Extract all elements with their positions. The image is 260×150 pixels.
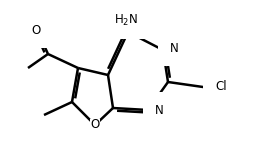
Text: O: O: [90, 118, 100, 132]
Text: $H_2N$: $H_2N$: [114, 12, 138, 28]
Text: H$_2$N: H$_2$N: [114, 12, 138, 28]
Text: N: N: [155, 103, 164, 117]
Text: Cl: Cl: [215, 80, 227, 93]
Text: O: O: [31, 24, 41, 36]
Text: N: N: [170, 42, 179, 54]
